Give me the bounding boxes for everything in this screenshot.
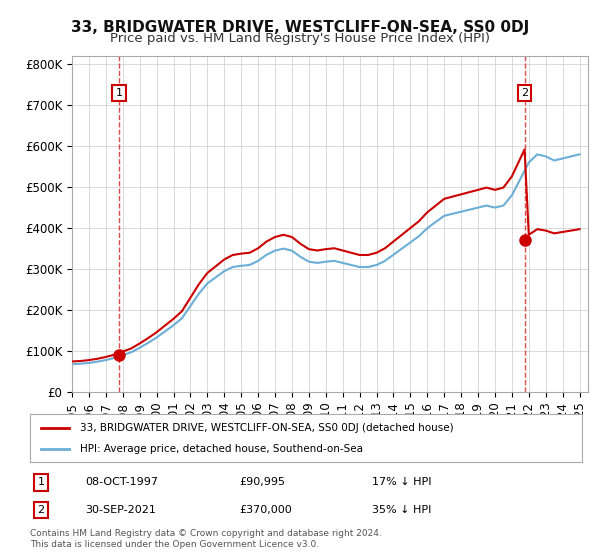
Text: 1: 1 bbox=[38, 477, 44, 487]
Text: 1: 1 bbox=[116, 88, 122, 98]
Text: £370,000: £370,000 bbox=[240, 505, 293, 515]
Text: 33, BRIDGWATER DRIVE, WESTCLIFF-ON-SEA, SS0 0DJ (detached house): 33, BRIDGWATER DRIVE, WESTCLIFF-ON-SEA, … bbox=[80, 423, 454, 433]
Text: HPI: Average price, detached house, Southend-on-Sea: HPI: Average price, detached house, Sout… bbox=[80, 444, 362, 454]
Text: Price paid vs. HM Land Registry's House Price Index (HPI): Price paid vs. HM Land Registry's House … bbox=[110, 32, 490, 45]
Text: 35% ↓ HPI: 35% ↓ HPI bbox=[372, 505, 431, 515]
Text: Contains HM Land Registry data © Crown copyright and database right 2024.
This d: Contains HM Land Registry data © Crown c… bbox=[30, 529, 382, 549]
Text: £90,995: £90,995 bbox=[240, 477, 286, 487]
Text: 30-SEP-2021: 30-SEP-2021 bbox=[85, 505, 156, 515]
Text: 08-OCT-1997: 08-OCT-1997 bbox=[85, 477, 158, 487]
Text: 17% ↓ HPI: 17% ↓ HPI bbox=[372, 477, 432, 487]
Text: 33, BRIDGWATER DRIVE, WESTCLIFF-ON-SEA, SS0 0DJ: 33, BRIDGWATER DRIVE, WESTCLIFF-ON-SEA, … bbox=[71, 20, 529, 35]
Text: 2: 2 bbox=[521, 88, 528, 98]
Text: 2: 2 bbox=[37, 505, 44, 515]
